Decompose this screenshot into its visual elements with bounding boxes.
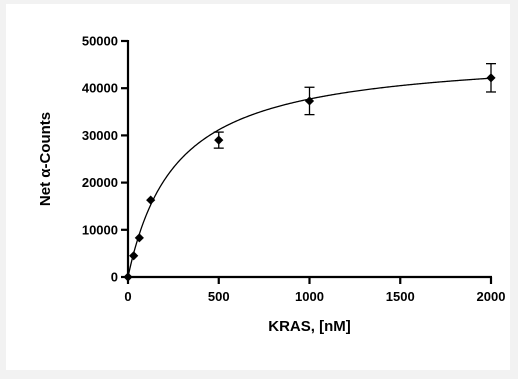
x-tick-label: 2000 — [477, 289, 506, 304]
x-tick-label: 1500 — [386, 289, 415, 304]
data-point — [214, 135, 224, 145]
x-axis-title: KRAS, [nM] — [268, 318, 351, 335]
data-point — [486, 73, 496, 83]
data-point — [304, 96, 315, 106]
x-tick-label: 1000 — [295, 289, 324, 304]
x-tick-label: 500 — [208, 289, 230, 304]
data-point — [129, 251, 139, 261]
y-tick-label: 50000 — [82, 34, 118, 49]
y-tick-label: 30000 — [82, 128, 118, 143]
data-points-layer — [123, 63, 496, 282]
y-tick-label: 20000 — [82, 175, 118, 190]
y-axis-title: Net α-Counts — [37, 112, 54, 206]
axes: 0 10000 20000 30000 40000 50000 0 500 1000 1500 20… — [82, 34, 506, 305]
y-tick-label: 0 — [111, 270, 118, 285]
data-point — [123, 272, 133, 282]
chart-card: 0 10000 20000 30000 40000 50000 0 500 1000 1500 20… — [6, 4, 510, 370]
y-tick-label: 40000 — [82, 81, 118, 96]
data-point — [146, 195, 156, 205]
binding-curve-chart: 0 10000 20000 30000 40000 50000 0 500 1000 1500 20… — [37, 34, 506, 336]
x-tick-label: 0 — [124, 289, 131, 304]
data-point — [134, 233, 144, 243]
y-tick-label: 10000 — [82, 222, 118, 237]
